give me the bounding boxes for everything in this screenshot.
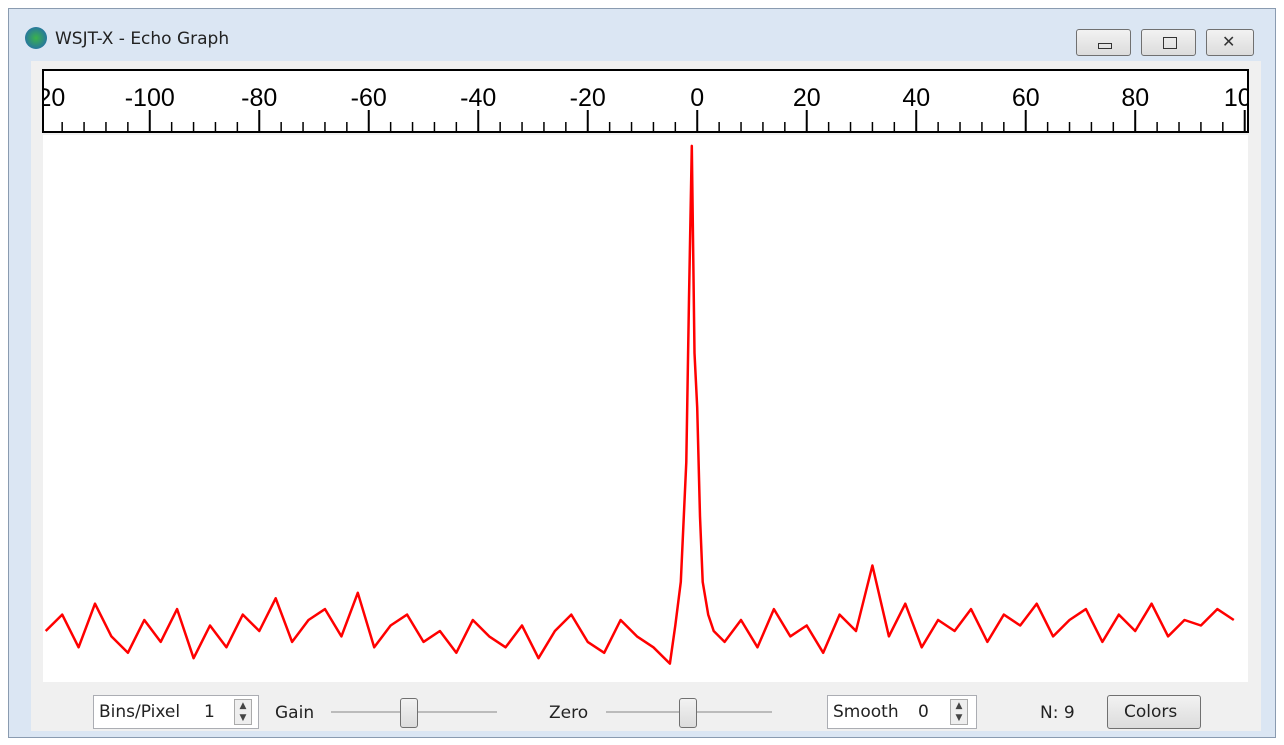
smooth-label: Smooth [833,702,899,722]
close-button[interactable]: ✕ [1206,29,1254,56]
colors-button-label: Colors [1124,702,1178,722]
bins-spinbox[interactable]: Bins/Pixel 1 ▲ ▼ [93,695,259,729]
zero-label: Zero [549,703,589,723]
colors-button[interactable]: Colors [1107,695,1201,729]
gain-label: Gain [275,703,315,723]
zero-handle[interactable] [679,698,697,728]
bins-value: 1 [204,702,215,722]
window-title: WSJT-X - Echo Graph [55,29,230,49]
client-area [31,61,1261,731]
n-label: N: 9 [1040,703,1075,723]
smooth-spinbox[interactable]: Smooth 0 ▲ ▼ [827,695,977,729]
maximize-button[interactable] [1141,29,1196,56]
window: WSJT-X - Echo Graph ✕ Bins/Pixel 1 ▲ ▼ Ga… [8,8,1276,738]
minimize-button[interactable] [1076,29,1131,56]
gain-handle[interactable] [400,698,418,728]
smooth-value: 0 [918,702,929,722]
app-icon [25,27,47,49]
bins-label: Bins/Pixel [99,702,181,722]
